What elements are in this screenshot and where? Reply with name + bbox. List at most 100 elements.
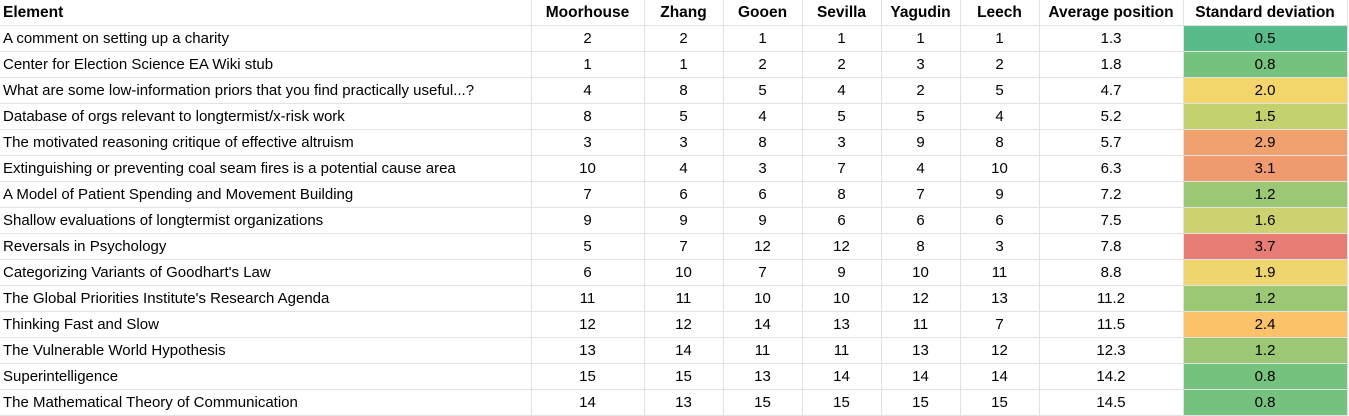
- cell-element[interactable]: Shallow evaluations of longtermist organ…: [0, 207, 532, 234]
- cell-moorhouse[interactable]: 12: [530, 311, 645, 338]
- cell-sevilla[interactable]: 12: [801, 233, 882, 260]
- cell-leech[interactable]: 11: [959, 259, 1040, 286]
- cell-gooen[interactable]: 11: [722, 337, 803, 364]
- cell-average-position[interactable]: 12.3: [1038, 337, 1184, 364]
- cell-leech[interactable]: 6: [959, 207, 1040, 234]
- cell-element[interactable]: Thinking Fast and Slow: [0, 311, 532, 338]
- cell-moorhouse[interactable]: 4: [530, 77, 645, 104]
- cell-gooen[interactable]: 9: [722, 207, 803, 234]
- cell-standard-deviation[interactable]: 2.0: [1182, 77, 1348, 104]
- cell-element[interactable]: Extinguishing or preventing coal seam fi…: [0, 155, 532, 182]
- cell-yagudin[interactable]: 9: [880, 129, 961, 156]
- cell-sevilla[interactable]: 1: [801, 25, 882, 52]
- cell-yagudin[interactable]: 14: [880, 363, 961, 390]
- cell-element[interactable]: Reversals in Psychology: [0, 233, 532, 260]
- cell-moorhouse[interactable]: 1: [530, 51, 645, 78]
- column-header-sevilla[interactable]: Sevilla: [801, 0, 882, 26]
- cell-sevilla[interactable]: 10: [801, 285, 882, 312]
- cell-element[interactable]: The motivated reasoning critique of effe…: [0, 129, 532, 156]
- cell-yagudin[interactable]: 4: [880, 155, 961, 182]
- cell-zhang[interactable]: 9: [643, 207, 724, 234]
- cell-gooen[interactable]: 6: [722, 181, 803, 208]
- cell-zhang[interactable]: 1: [643, 51, 724, 78]
- cell-moorhouse[interactable]: 7: [530, 181, 645, 208]
- cell-average-position[interactable]: 11.2: [1038, 285, 1184, 312]
- cell-element[interactable]: A Model of Patient Spending and Movement…: [0, 181, 532, 208]
- cell-yagudin[interactable]: 6: [880, 207, 961, 234]
- cell-gooen[interactable]: 2: [722, 51, 803, 78]
- cell-zhang[interactable]: 7: [643, 233, 724, 260]
- cell-sevilla[interactable]: 2: [801, 51, 882, 78]
- cell-moorhouse[interactable]: 10: [530, 155, 645, 182]
- column-header-average-position[interactable]: Average position: [1038, 0, 1184, 26]
- cell-leech[interactable]: 9: [959, 181, 1040, 208]
- cell-zhang[interactable]: 2: [643, 25, 724, 52]
- cell-leech[interactable]: 5: [959, 77, 1040, 104]
- cell-sevilla[interactable]: 7: [801, 155, 882, 182]
- cell-moorhouse[interactable]: 13: [530, 337, 645, 364]
- cell-standard-deviation[interactable]: 0.8: [1182, 363, 1348, 390]
- cell-zhang[interactable]: 6: [643, 181, 724, 208]
- cell-gooen[interactable]: 12: [722, 233, 803, 260]
- cell-standard-deviation[interactable]: 1.2: [1182, 337, 1348, 364]
- column-header-element[interactable]: Element: [0, 0, 532, 26]
- cell-zhang[interactable]: 8: [643, 77, 724, 104]
- cell-leech[interactable]: 8: [959, 129, 1040, 156]
- cell-yagudin[interactable]: 11: [880, 311, 961, 338]
- cell-element[interactable]: Center for Election Science EA Wiki stub: [0, 51, 532, 78]
- cell-yagudin[interactable]: 2: [880, 77, 961, 104]
- cell-leech[interactable]: 3: [959, 233, 1040, 260]
- column-header-zhang[interactable]: Zhang: [643, 0, 724, 26]
- cell-sevilla[interactable]: 4: [801, 77, 882, 104]
- cell-sevilla[interactable]: 14: [801, 363, 882, 390]
- cell-average-position[interactable]: 7.8: [1038, 233, 1184, 260]
- cell-moorhouse[interactable]: 15: [530, 363, 645, 390]
- cell-leech[interactable]: 14: [959, 363, 1040, 390]
- cell-yagudin[interactable]: 13: [880, 337, 961, 364]
- cell-leech[interactable]: 1: [959, 25, 1040, 52]
- cell-gooen[interactable]: 15: [722, 389, 803, 416]
- cell-average-position[interactable]: 7.2: [1038, 181, 1184, 208]
- cell-standard-deviation[interactable]: 3.7: [1182, 233, 1348, 260]
- cell-standard-deviation[interactable]: 1.6: [1182, 207, 1348, 234]
- column-header-gooen[interactable]: Gooen: [722, 0, 803, 26]
- cell-average-position[interactable]: 7.5: [1038, 207, 1184, 234]
- cell-zhang[interactable]: 15: [643, 363, 724, 390]
- cell-yagudin[interactable]: 5: [880, 103, 961, 130]
- cell-sevilla[interactable]: 8: [801, 181, 882, 208]
- cell-zhang[interactable]: 12: [643, 311, 724, 338]
- cell-yagudin[interactable]: 10: [880, 259, 961, 286]
- cell-yagudin[interactable]: 1: [880, 25, 961, 52]
- column-header-yagudin[interactable]: Yagudin: [880, 0, 961, 26]
- cell-yagudin[interactable]: 15: [880, 389, 961, 416]
- cell-element[interactable]: Database of orgs relevant to longtermist…: [0, 103, 532, 130]
- column-header-moorhouse[interactable]: Moorhouse: [530, 0, 645, 26]
- cell-gooen[interactable]: 13: [722, 363, 803, 390]
- cell-leech[interactable]: 13: [959, 285, 1040, 312]
- cell-gooen[interactable]: 4: [722, 103, 803, 130]
- cell-moorhouse[interactable]: 2: [530, 25, 645, 52]
- cell-element[interactable]: Superintelligence: [0, 363, 532, 390]
- cell-sevilla[interactable]: 5: [801, 103, 882, 130]
- cell-standard-deviation[interactable]: 1.9: [1182, 259, 1348, 286]
- cell-moorhouse[interactable]: 11: [530, 285, 645, 312]
- cell-zhang[interactable]: 13: [643, 389, 724, 416]
- cell-standard-deviation[interactable]: 0.5: [1182, 25, 1348, 52]
- cell-zhang[interactable]: 5: [643, 103, 724, 130]
- cell-leech[interactable]: 12: [959, 337, 1040, 364]
- cell-gooen[interactable]: 14: [722, 311, 803, 338]
- cell-gooen[interactable]: 7: [722, 259, 803, 286]
- cell-sevilla[interactable]: 6: [801, 207, 882, 234]
- cell-element[interactable]: A comment on setting up a charity: [0, 25, 532, 52]
- cell-average-position[interactable]: 5.7: [1038, 129, 1184, 156]
- cell-average-position[interactable]: 5.2: [1038, 103, 1184, 130]
- column-header-leech[interactable]: Leech: [959, 0, 1040, 26]
- cell-sevilla[interactable]: 13: [801, 311, 882, 338]
- cell-sevilla[interactable]: 3: [801, 129, 882, 156]
- cell-zhang[interactable]: 14: [643, 337, 724, 364]
- cell-average-position[interactable]: 8.8: [1038, 259, 1184, 286]
- cell-moorhouse[interactable]: 9: [530, 207, 645, 234]
- cell-gooen[interactable]: 8: [722, 129, 803, 156]
- cell-yagudin[interactable]: 8: [880, 233, 961, 260]
- cell-element[interactable]: What are some low-information priors tha…: [0, 77, 532, 104]
